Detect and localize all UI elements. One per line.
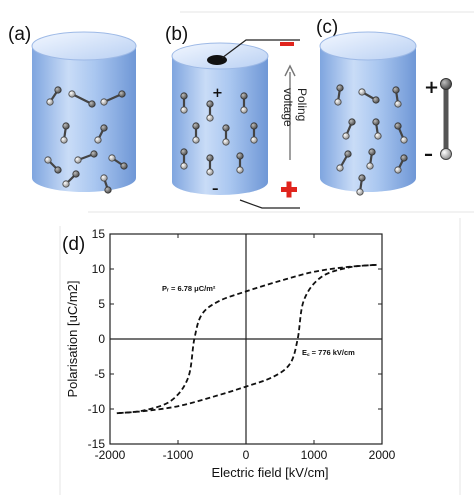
zero-axes <box>110 234 382 444</box>
dipole-icon <box>392 86 402 108</box>
y-tick-label: 10 <box>92 262 106 276</box>
dipole-icon <box>44 156 62 174</box>
y-tick-label: 0 <box>98 332 105 346</box>
x-axis-label: Electric field [kV/cm] <box>211 465 328 480</box>
dipole-icon <box>394 154 408 174</box>
dipole-icon <box>206 100 214 122</box>
dipole-icon <box>342 118 356 140</box>
x-tick-label: -1000 <box>163 448 194 462</box>
red-minus-icon <box>280 42 294 46</box>
dipole-icon <box>372 118 382 140</box>
dipole-icon <box>206 154 214 176</box>
dipole-icon <box>334 84 344 106</box>
dipole-icon <box>46 86 62 106</box>
dipoles-random-a <box>44 86 128 194</box>
descending-branch <box>116 263 377 415</box>
net-dipole-icon <box>440 78 452 160</box>
dipole-icon <box>250 122 258 144</box>
dipole-icon <box>236 152 244 174</box>
dipole-icon <box>74 150 98 164</box>
minus-sign-b: – <box>212 182 219 197</box>
x-tick-label: 1000 <box>301 448 328 462</box>
dipole-icon <box>180 148 188 170</box>
y-tick-label: -15 <box>88 437 106 451</box>
plus-sign-c: + <box>424 77 439 98</box>
annotation-remanent-polarisation: Pᵣ = 6.78 μC/m² <box>162 284 216 293</box>
dipole-icon <box>240 92 248 114</box>
dipole-icon <box>358 88 380 104</box>
cylinder-c <box>319 31 417 192</box>
dipole-icon <box>94 124 108 144</box>
y-tick-label: 15 <box>92 227 106 241</box>
plus-sign-b: + <box>212 86 223 101</box>
y-tick-label: 5 <box>98 297 105 311</box>
dipole-icon <box>336 150 352 172</box>
dipoles-remanent-c <box>334 84 408 196</box>
x-tick-label: -2000 <box>95 448 126 462</box>
dipoles-aligned-b <box>180 92 258 176</box>
dipole-icon <box>222 124 230 146</box>
x-tick-label: 2000 <box>369 448 396 462</box>
dipole-icon <box>68 90 96 108</box>
dipole-icon <box>100 174 112 194</box>
dipole-icon <box>394 122 408 144</box>
dipole-icon <box>180 92 188 114</box>
hysteresis-loop <box>116 263 377 415</box>
y-tick-label: -10 <box>88 402 106 416</box>
panel-label-c: (c) <box>316 17 338 38</box>
annotation-coercive-field: E꜀ = 776 kV/cm <box>302 348 355 357</box>
y-tick-labels: -15 -10 -5 0 5 10 15 <box>88 227 382 451</box>
dipole-icon <box>62 170 80 188</box>
cylinder-b <box>171 42 269 195</box>
panel-label-d: (d) <box>62 234 85 255</box>
y-tick-label: -5 <box>94 367 105 381</box>
dipole-icon <box>356 174 366 196</box>
y-axis-label: Polarisation [uC/m2] <box>65 280 80 397</box>
dipole-icon <box>366 148 376 170</box>
minus-sign-c: – <box>424 144 433 165</box>
dipole-icon <box>192 122 200 144</box>
panel-label-b: (b) <box>165 24 188 45</box>
x-tick-label: 0 <box>243 448 250 462</box>
red-plus-icon <box>281 181 297 198</box>
poling-circuit <box>221 39 300 209</box>
cylinder-a <box>31 31 137 192</box>
ascending-branch <box>116 263 377 415</box>
poling-label-line1: Poling <box>295 88 309 121</box>
hysteresis-chart: -15 -10 -5 0 5 10 15 -2000 -1000 0 1000 2000 Elect… <box>65 227 396 480</box>
dipole-icon <box>60 122 70 144</box>
panel-label-a: (a) <box>8 24 31 45</box>
dipole-icon <box>108 154 128 170</box>
poling-label-line2: voltage <box>281 88 295 127</box>
dipole-icon <box>100 90 126 106</box>
x-tick-labels: -2000 -1000 0 1000 2000 <box>95 234 396 462</box>
